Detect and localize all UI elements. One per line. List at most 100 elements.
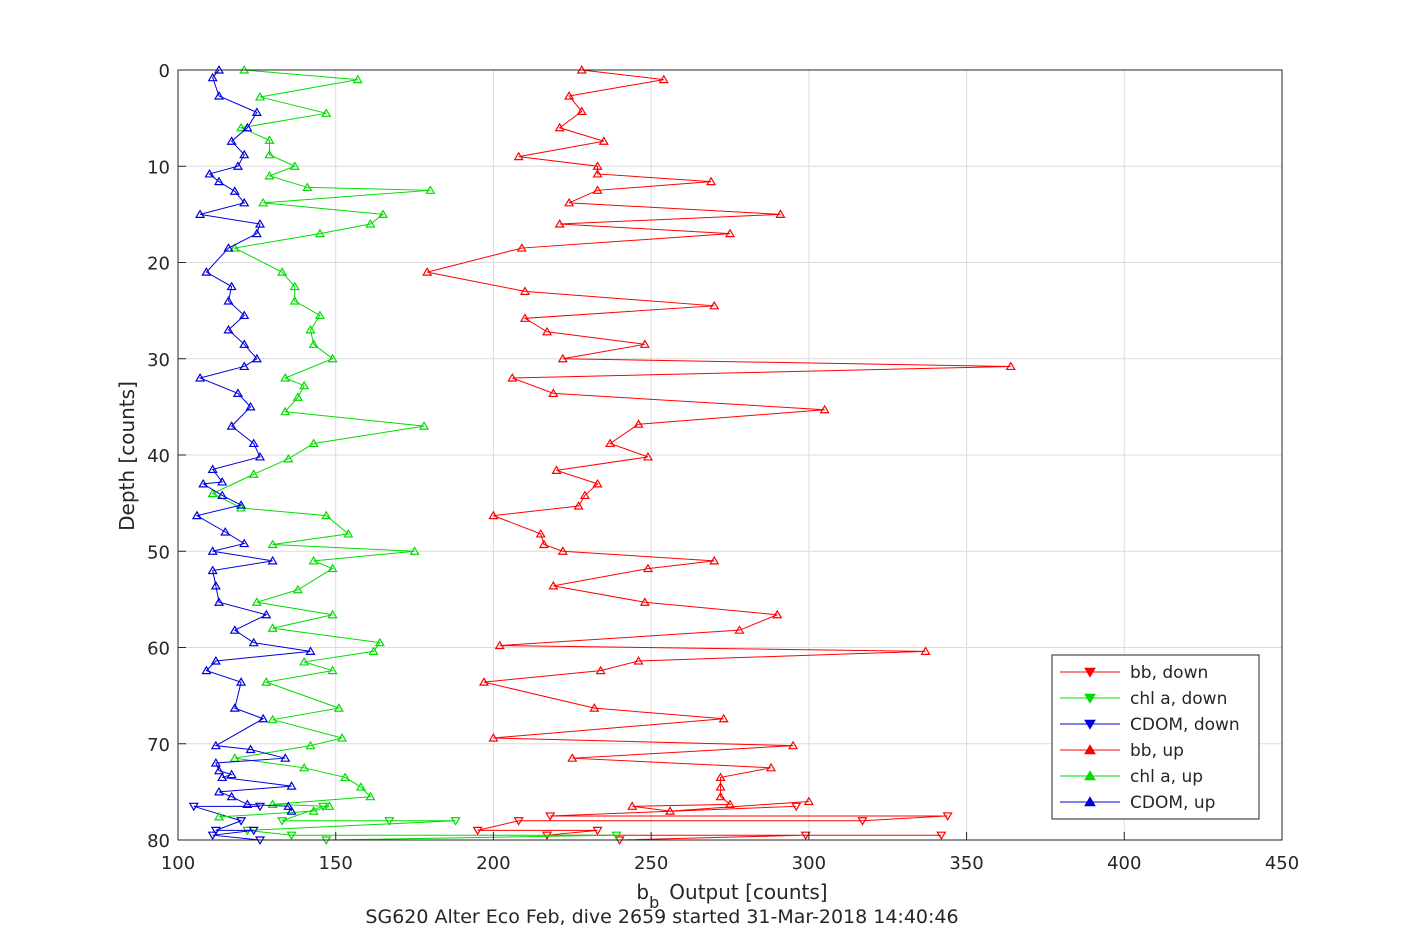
legend-label: bb, down [1130,663,1208,683]
data-point [579,490,590,500]
data-point [384,817,395,826]
legend-item: chl a, up [1060,767,1203,787]
legend-label: chl a, down [1130,689,1227,709]
series-line [211,69,431,818]
data-point [324,801,335,810]
legend-item: bb, up [1060,741,1184,761]
data-point [308,438,319,448]
data-point [239,538,250,548]
data-point [283,801,294,810]
data-point [548,388,559,397]
series-4 [207,65,436,821]
data-point [642,451,654,461]
data-point [289,281,300,291]
legend-item: bb, down [1060,663,1208,683]
series-line [193,805,261,841]
data-point [734,625,745,634]
data-point [516,243,527,252]
data-point [567,753,578,762]
data-point [236,500,247,509]
data-point [280,406,291,416]
data-point [267,555,278,565]
data-point [321,510,332,520]
legend-item: CDOM, up [1060,793,1215,813]
data-point [425,185,436,194]
data-point [213,786,225,796]
data-point [299,762,310,772]
data-point [223,243,234,252]
legend: bb, down chl a, down CDOM, down bb, up chl a… [1051,654,1260,820]
data-point [261,609,272,619]
data-point [507,373,518,382]
legend-marker [1084,719,1096,730]
data-point [542,326,553,336]
data-point [857,817,868,826]
data-point [277,267,288,276]
data-point [305,740,316,750]
data-point [236,817,247,826]
data-point [365,219,376,228]
data-point [289,161,300,170]
data-point [327,609,338,619]
data-point [226,281,237,291]
data-point [236,677,247,686]
x-tick-label: 450 [1265,853,1299,874]
x-tick-label: 200 [476,853,510,874]
data-point [223,296,234,305]
data-point [267,539,278,549]
data-point [340,772,351,782]
y-tick-label: 0 [159,61,170,82]
data-point [283,453,294,463]
data-point [772,609,783,619]
data-point [229,703,240,712]
series-line [427,69,1011,812]
legend-label: CDOM, up [1130,793,1215,813]
data-point [191,510,202,520]
series-3 [422,65,1016,815]
data-point [633,655,644,665]
series-1 [242,802,622,845]
data-point [589,703,600,712]
data-point [775,209,786,218]
data-point [239,339,250,348]
data-point [289,296,300,305]
data-point [245,401,256,411]
legend-label: chl a, up [1130,767,1203,787]
data-point [494,640,505,650]
x-tick-label: 400 [1107,853,1141,874]
legend-item: chl a, down [1060,689,1227,709]
data-point [936,831,947,841]
data-point [239,361,250,371]
series-line [477,805,948,841]
data-point [188,802,199,812]
x-axis-label-prefix: b [636,880,649,904]
data-point [709,300,720,310]
data-point [264,135,275,144]
data-point [251,597,262,606]
data-point [299,656,310,666]
data-point [277,817,288,826]
data-point [551,465,562,474]
data-point [308,339,319,348]
legend-marker [1084,693,1096,704]
data-point [554,122,565,132]
data-point [232,161,243,170]
data-point [942,812,953,821]
data-point [232,388,243,397]
data-point [718,713,729,723]
data-point [472,826,483,836]
data-point [220,527,231,536]
data-point [251,353,262,363]
x-axis-label: bb Output [counts] [636,880,827,912]
data-point [488,732,499,742]
data-point [242,122,253,132]
data-point [251,107,262,116]
data-point [195,373,206,382]
data-point [245,744,256,754]
data-point [292,584,303,594]
x-tick-label: 100 [161,853,195,874]
data-point [318,802,329,812]
series-line [247,805,617,841]
data-point [286,806,297,815]
data-point [254,451,266,461]
